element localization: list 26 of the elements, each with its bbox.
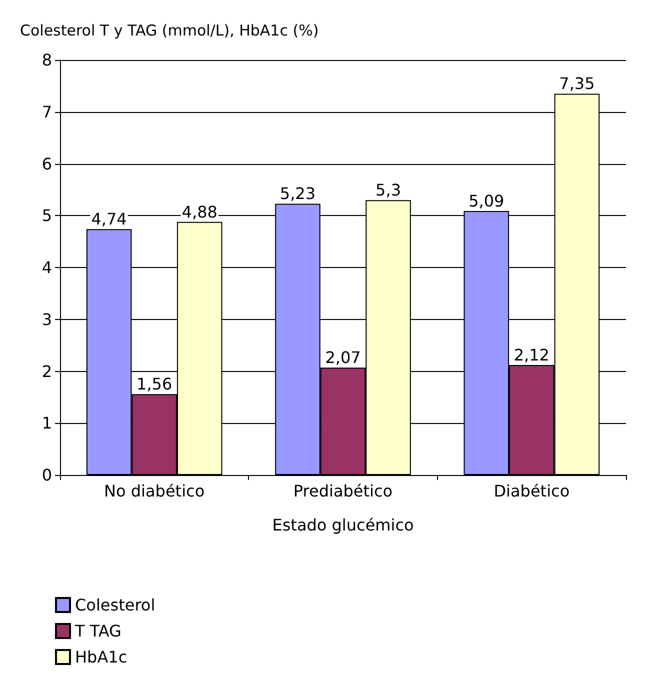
y-tick-label: 6: [42, 154, 52, 174]
y-tick-label: 5: [42, 206, 52, 226]
data-label: 2,07: [325, 348, 361, 368]
data-label: 4,74: [91, 210, 127, 229]
x-axis-title: Estado glucémico: [272, 516, 414, 534]
legend-label: Colesterol: [75, 596, 156, 614]
data-label: 5,3: [376, 180, 402, 200]
data-label: 1,56: [136, 374, 172, 394]
y-tick-label: 0: [42, 466, 52, 484]
x-tick-label: Prediabético: [293, 482, 393, 500]
y-tick-label: 8: [42, 50, 52, 70]
x-tick-label: Diabético: [494, 482, 570, 500]
legend-label: HbA1c: [75, 648, 128, 666]
y-axis-title: Colesterol T y TAG (mmol/L), HbA1c (%): [20, 22, 319, 40]
y-tick-label: 7: [42, 102, 52, 122]
legend-label: T TAG: [74, 622, 122, 640]
data-label: 2,12: [514, 346, 550, 365]
y-tick-label: 4: [42, 258, 52, 277]
data-label: 5,09: [468, 191, 504, 210]
y-tick-label: 3: [42, 310, 52, 329]
y-tick-label: 2: [42, 362, 52, 381]
data-label: 4,88: [182, 202, 218, 222]
x-tick-label: No diabético: [104, 482, 205, 500]
y-tick-label: 1: [42, 414, 52, 433]
data-label: 5,23: [280, 184, 316, 204]
data-label: 7,35: [559, 74, 595, 94]
